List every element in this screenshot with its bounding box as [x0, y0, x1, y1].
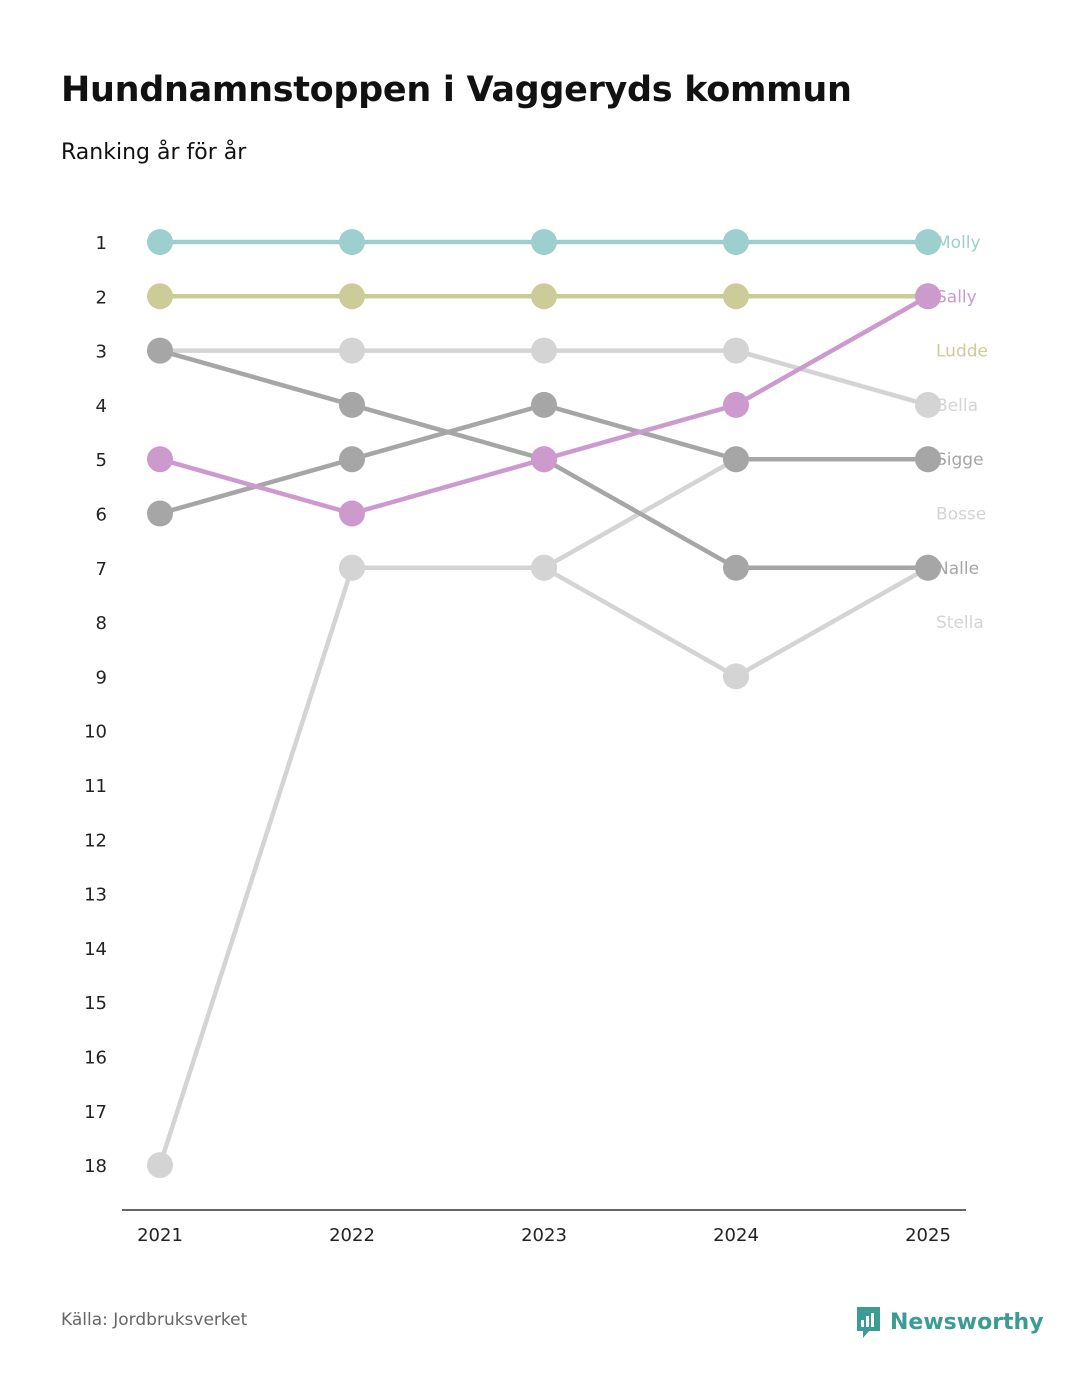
point-bella-2024: [723, 337, 749, 364]
point-sigge-2022: [339, 446, 365, 473]
y-tick-label-4: 4: [96, 396, 107, 417]
point-sigge-2025: [915, 446, 941, 473]
end-label-stella: Stella: [936, 613, 984, 633]
point-stella-2024: [723, 663, 749, 690]
chart-subtitle: Ranking år för år: [61, 140, 247, 165]
chart-title: Hundnamnstoppen i Vaggeryds kommun: [61, 70, 852, 110]
point-ludde-2023: [531, 283, 557, 310]
point-sally-2024: [723, 391, 749, 418]
point-sigge-2021: [147, 500, 173, 527]
y-tick-label-18: 18: [84, 1156, 107, 1177]
y-tick-label-13: 13: [84, 885, 107, 906]
end-label-bella: Bella: [936, 396, 978, 416]
y-tick-label-2: 2: [96, 287, 107, 308]
point-bella-2023: [531, 337, 557, 364]
point-nalle-2022: [339, 391, 365, 418]
newsworthy-logo-icon: [857, 1307, 880, 1338]
point-stella-2022: [339, 554, 365, 581]
x-tick-label-2023: 2023: [521, 1225, 567, 1246]
end-label-nalle: Nalle: [936, 559, 979, 579]
point-sally-2023: [531, 446, 557, 473]
point-nalle-2021: [147, 337, 173, 364]
point-molly-2023: [531, 229, 557, 255]
y-tick-label-14: 14: [84, 939, 107, 960]
point-molly-2022: [339, 229, 365, 255]
point-molly-2024: [723, 229, 749, 255]
point-nalle-2025: [915, 554, 941, 581]
point-sigge-2023: [531, 391, 557, 418]
y-tick-label-16: 16: [84, 1048, 107, 1069]
y-tick-label-9: 9: [96, 667, 107, 688]
point-bosse-2021: [147, 1152, 173, 1179]
x-tick-label-2025: 2025: [905, 1225, 951, 1246]
y-tick-label-6: 6: [96, 505, 107, 526]
y-tick-label-17: 17: [84, 1102, 107, 1123]
point-sally-2021: [147, 446, 173, 473]
point-bella-2022: [339, 337, 365, 364]
y-tick-label-3: 3: [96, 342, 107, 363]
y-tick-label-5: 5: [96, 450, 107, 471]
y-tick-label-10: 10: [84, 722, 107, 743]
x-tick-label-2021: 2021: [137, 1225, 183, 1246]
x-tick-label-2024: 2024: [713, 1225, 759, 1246]
end-label-molly: Molly: [936, 233, 981, 253]
x-tick-label-2022: 2022: [329, 1225, 375, 1246]
point-sigge-2024: [723, 446, 749, 473]
brand-name: Newsworthy: [890, 1309, 1044, 1335]
brand-logo[interactable]: Newsworthy: [855, 1305, 1044, 1339]
y-tick-label-11: 11: [84, 776, 107, 797]
point-molly-2021: [147, 229, 173, 255]
point-molly-2025: [915, 229, 941, 255]
point-bella-2025: [915, 391, 941, 418]
y-tick-label-8: 8: [96, 613, 107, 634]
y-tick-label-15: 15: [84, 993, 107, 1014]
point-stella-2023: [531, 554, 557, 581]
series-line-stella: [349, 565, 931, 679]
source-note: Källa: Jordbruksverket: [61, 1310, 248, 1330]
end-label-ludde: Ludde: [936, 342, 988, 362]
point-sally-2022: [339, 500, 365, 527]
point-nalle-2024: [723, 554, 749, 581]
end-label-sigge: Sigge: [936, 450, 984, 470]
end-label-sally: Sally: [936, 287, 977, 307]
point-sally-2025: [915, 283, 941, 310]
point-ludde-2022: [339, 283, 365, 310]
y-tick-label-12: 12: [84, 830, 107, 851]
point-ludde-2021: [147, 283, 173, 310]
y-tick-label-1: 1: [96, 233, 107, 254]
end-label-bosse: Bosse: [936, 505, 986, 525]
point-ludde-2024: [723, 283, 749, 310]
y-tick-label-7: 7: [96, 559, 107, 580]
